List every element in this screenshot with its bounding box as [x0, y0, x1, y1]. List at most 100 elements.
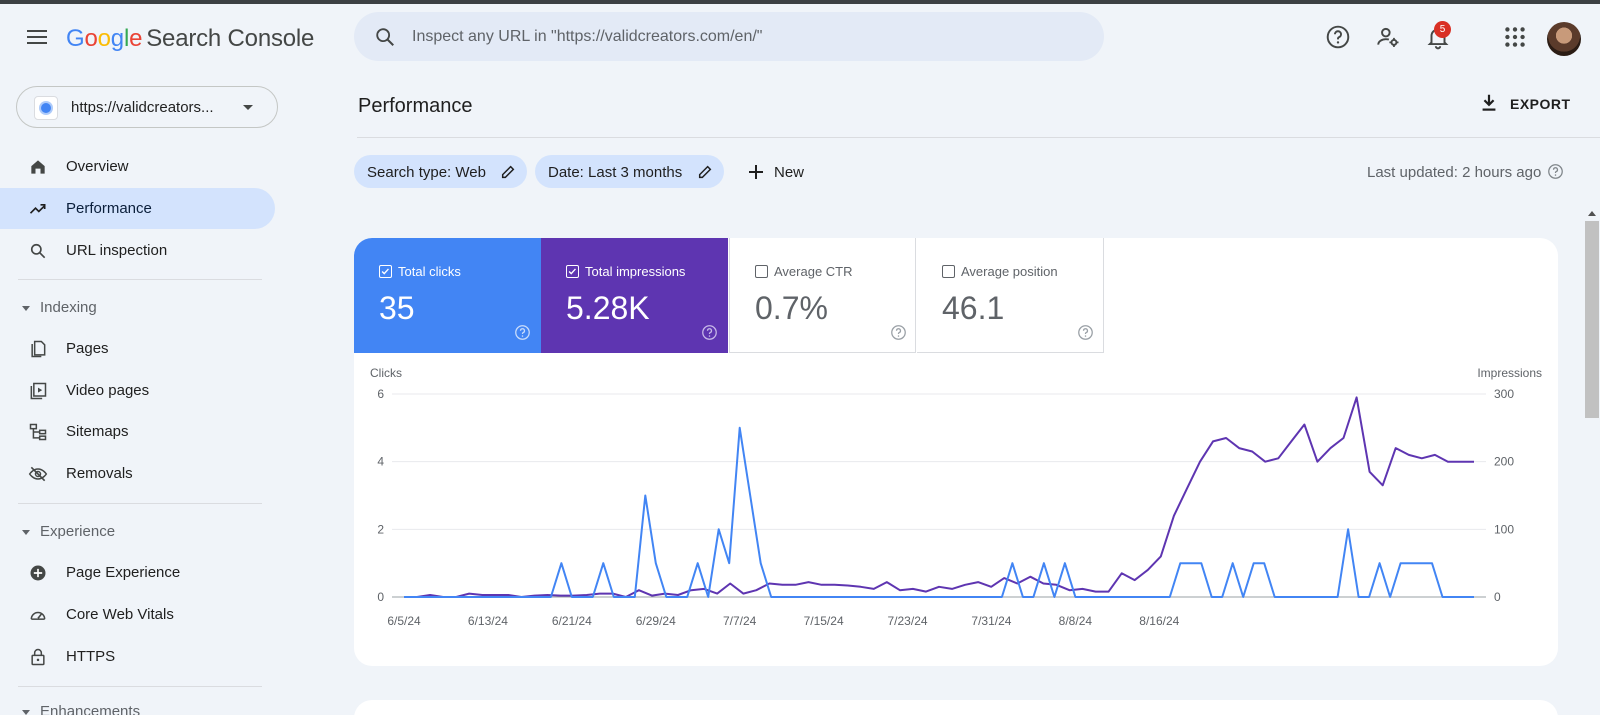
logo-letter: g — [110, 25, 124, 52]
checkbox-unchecked-icon[interactable] — [755, 265, 768, 278]
sidebar-item-page-experience[interactable]: Page Experience — [0, 552, 275, 593]
checkbox-checked-icon[interactable] — [566, 265, 579, 278]
sidebar-item-performance[interactable]: Performance — [0, 188, 275, 229]
x-tick-label: 6/29/24 — [636, 614, 676, 628]
pages-icon — [31, 340, 46, 358]
sidebar-item-overview[interactable]: Overview — [0, 146, 275, 187]
download-icon — [1482, 94, 1496, 111]
sidebar-item-url-inspection[interactable]: URL inspection — [0, 230, 275, 271]
performance-chart[interactable]: Clicks Impressions 0 2 4 6 0 100 200 300 6/5/2… — [354, 353, 1558, 666]
left-tick-label: 2 — [377, 522, 384, 536]
video-pages-icon — [30, 382, 47, 400]
x-tick-label: 6/5/24 — [387, 614, 421, 628]
help-icon[interactable] — [514, 324, 531, 341]
section-label: Indexing — [40, 299, 97, 316]
search-input[interactable] — [412, 12, 1072, 61]
filter-chip-search-type[interactable]: Search type: Web — [354, 155, 527, 188]
left-tick-label: 4 — [377, 455, 384, 469]
chevron-down-icon — [243, 105, 253, 110]
filter-chip-date[interactable]: Date: Last 3 months — [535, 155, 724, 188]
export-button[interactable]: EXPORT — [1478, 92, 1570, 116]
new-filter-label: New — [774, 164, 805, 181]
left-tick-label: 0 — [377, 590, 384, 604]
checkbox-checked-icon[interactable] — [379, 265, 392, 278]
sidebar-item-sitemaps[interactable]: Sitemaps — [0, 411, 275, 452]
sidebar-divider — [18, 686, 262, 687]
metric-value: 0.7% — [755, 290, 828, 326]
metric-total-impressions[interactable]: Total impressions 5.28K — [541, 238, 728, 353]
last-updated-text: Last updated: 2 hours ago — [1367, 164, 1542, 181]
checkbox-unchecked-icon[interactable] — [942, 265, 955, 278]
logo-letter: o — [84, 25, 98, 52]
title-divider — [357, 137, 1600, 138]
collapse-arrow-icon — [22, 709, 30, 715]
sidebar-item-label: URL inspection — [66, 242, 168, 259]
sidebar-item-video-pages[interactable]: Video pages — [0, 370, 275, 411]
metric-label: Average CTR — [774, 264, 853, 279]
sidebar-item-label: HTTPS — [66, 648, 116, 665]
right-tick-label: 100 — [1494, 522, 1514, 536]
scrollbar-thumb[interactable] — [1585, 221, 1599, 418]
sidebar-divider — [18, 279, 262, 280]
scroll-up-icon[interactable] — [1588, 211, 1596, 216]
search-console-logo[interactable]: Google Search Console — [66, 25, 314, 53]
notification-badge: 5 — [1434, 21, 1451, 38]
property-selector[interactable]: https://validcreators... — [16, 86, 278, 128]
sidebar-item-label: Video pages — [66, 382, 150, 399]
collapse-arrow-icon — [22, 305, 30, 311]
logo-letter: e — [129, 25, 143, 52]
new-filter-button[interactable]: New — [742, 158, 808, 186]
last-updated: Last updated: 2 hours ago — [1367, 163, 1564, 181]
help-icon[interactable] — [1547, 163, 1564, 180]
sidebar-item-pages[interactable]: Pages — [0, 328, 275, 369]
x-tick-label: 8/16/24 — [1139, 614, 1179, 628]
metric-label: Total impressions — [585, 264, 686, 279]
section-header-indexing[interactable]: Indexing — [22, 299, 97, 316]
metric-average-position[interactable]: Average position 46.1 — [917, 238, 1104, 353]
metric-total-clicks[interactable]: Total clicks 35 — [354, 238, 541, 353]
help-icon[interactable] — [701, 324, 718, 341]
x-tick-label: 7/7/24 — [723, 614, 757, 628]
left-tick-label: 6 — [377, 387, 384, 401]
search-icon — [376, 28, 394, 46]
metric-value: 46.1 — [942, 290, 1005, 326]
sidebar-item-core-web-vitals[interactable]: Core Web Vitals — [0, 594, 275, 635]
right-tick-label: 0 — [1494, 590, 1501, 604]
help-icon[interactable] — [890, 324, 907, 341]
collapse-arrow-icon — [22, 529, 30, 535]
sidebar-item-https[interactable]: HTTPS — [0, 636, 275, 677]
metric-average-ctr[interactable]: Average CTR 0.7% — [729, 238, 916, 353]
section-label: Enhancements — [40, 703, 141, 715]
sidebar-item-label: Core Web Vitals — [66, 606, 174, 623]
metric-label: Average position — [961, 264, 1058, 279]
page-experience-icon — [30, 565, 46, 581]
logo-letter: o — [97, 25, 111, 52]
help-icon[interactable] — [1325, 24, 1351, 50]
right-axis-ticks: 0 100 200 300 — [1494, 387, 1514, 604]
filter-chip-label: Date: Last 3 months — [548, 164, 683, 181]
section-label: Experience — [40, 523, 116, 540]
sidebar-divider — [18, 503, 262, 504]
url-inspection-search[interactable] — [354, 12, 1104, 61]
metric-value: 35 — [379, 290, 415, 326]
account-avatar[interactable] — [1547, 22, 1581, 56]
sidebar-item-label: Removals — [66, 465, 133, 482]
apps-grid-icon[interactable] — [1502, 24, 1528, 50]
trending-icon — [29, 204, 46, 214]
page-title: Performance — [358, 95, 473, 117]
home-icon — [31, 160, 45, 174]
help-icon[interactable] — [1077, 324, 1094, 341]
metric-value: 5.28K — [566, 290, 650, 326]
sidebar-item-removals[interactable]: Removals — [0, 453, 275, 494]
user-settings-icon[interactable] — [1375, 24, 1401, 50]
chart-lines — [404, 396, 1474, 598]
menu-icon[interactable] — [24, 26, 50, 48]
removals-icon — [28, 466, 48, 482]
x-axis-ticks: 6/5/24 6/13/24 6/21/24 6/29/24 7/7/24 7/15/24… — [387, 614, 1179, 628]
property-favicon-icon — [34, 96, 58, 120]
left-axis-label: Clicks — [370, 366, 402, 380]
section-header-enhancements[interactable]: Enhancements — [22, 703, 140, 715]
plus-icon — [749, 165, 763, 179]
edit-icon — [698, 165, 712, 179]
section-header-experience[interactable]: Experience — [22, 523, 115, 540]
